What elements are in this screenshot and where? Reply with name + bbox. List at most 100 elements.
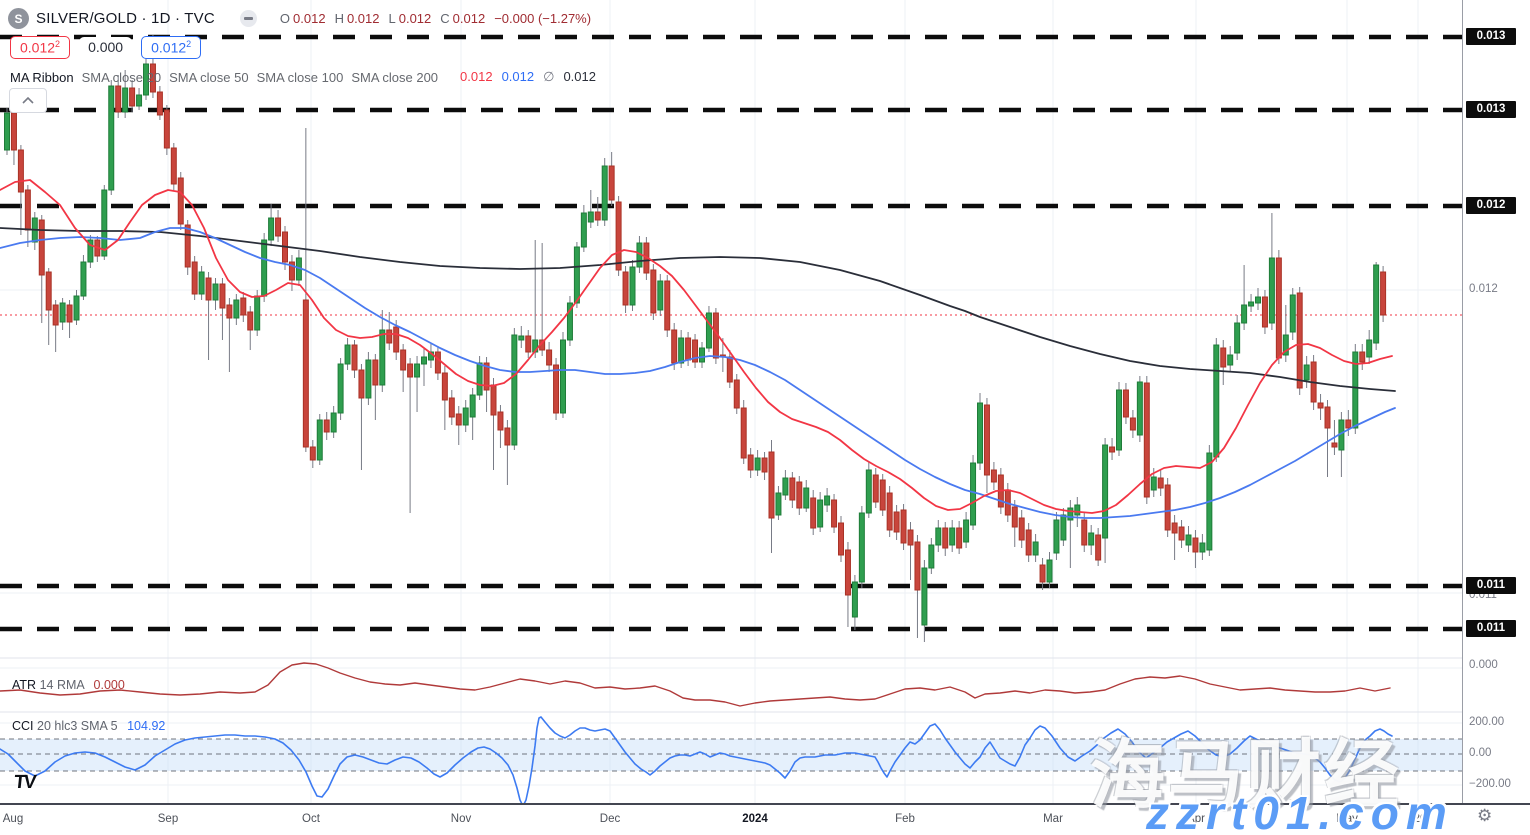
candle — [198, 271, 205, 295]
candle — [566, 302, 573, 341]
candle — [733, 379, 740, 409]
candle — [831, 499, 838, 528]
candle — [754, 457, 761, 471]
price-level-label: 0.011 — [1466, 620, 1516, 637]
symbol-title[interactable]: SILVER/GOLD · 1D · TVC — [36, 10, 215, 27]
price-axis-label: 0.000 — [1469, 659, 1498, 671]
tradingview-logo[interactable]: TV — [12, 772, 36, 793]
candlestick-series[interactable] — [4, 35, 1387, 642]
cci-legend[interactable]: CCI 20 hlc3 SMA 5 104.92 — [12, 719, 165, 733]
gear-icon[interactable]: ⚙ — [1477, 806, 1493, 825]
candle — [622, 271, 629, 306]
candle — [73, 295, 80, 321]
ohlc-value: 0.012 — [452, 11, 486, 26]
candle — [441, 372, 448, 401]
ohlc-label: O — [279, 11, 291, 26]
candle — [254, 295, 261, 331]
ma-ribbon-legend[interactable]: MA Ribbon SMA close 20 SMA close 50 SMA cl… — [10, 69, 605, 85]
candle — [1143, 382, 1150, 498]
candle — [1171, 522, 1178, 534]
candle — [476, 362, 483, 396]
cci-title: CCI — [12, 719, 34, 733]
hide-indicator-icon[interactable] — [239, 10, 257, 27]
candle — [170, 147, 177, 185]
candle — [865, 469, 872, 514]
candle — [511, 334, 518, 446]
candle — [4, 112, 10, 151]
candle — [1185, 534, 1192, 546]
candle — [302, 299, 309, 448]
candle — [275, 217, 282, 237]
candle — [17, 149, 24, 193]
candle — [914, 541, 921, 591]
candle — [414, 363, 421, 378]
candle — [928, 544, 935, 569]
candle — [768, 451, 775, 519]
symbol-logo-icon[interactable]: S — [8, 8, 29, 29]
candle — [316, 419, 323, 461]
candle — [685, 337, 692, 361]
candle — [379, 329, 386, 386]
time-axis[interactable]: Aug Sep Oct Nov Dec 2024 Feb Mar Apr May 20 — [0, 803, 1530, 835]
candle — [1116, 389, 1122, 451]
ohlc-label: H — [334, 11, 344, 26]
candle — [115, 85, 122, 113]
candle — [560, 339, 566, 414]
candle — [1366, 339, 1373, 358]
candle — [156, 91, 163, 116]
atr-legend[interactable]: ATR 14 RMA 0.000 — [12, 678, 125, 692]
candle — [1095, 534, 1102, 561]
candle — [344, 344, 351, 365]
candle — [38, 219, 45, 276]
candle — [10, 112, 17, 151]
candle — [573, 246, 580, 304]
sma20-line — [0, 179, 1393, 514]
candle — [1268, 257, 1275, 324]
candle — [1067, 507, 1074, 521]
chevron-up-icon — [22, 97, 34, 104]
candle — [309, 446, 316, 461]
ohlc-value: 0.012 — [293, 11, 326, 26]
candle — [740, 407, 747, 459]
candle — [553, 364, 560, 414]
candle — [1380, 271, 1387, 316]
candle — [1352, 351, 1359, 429]
candle — [789, 477, 796, 501]
price-level-label: 0.011 — [1466, 577, 1516, 594]
time-axis-label: Oct — [302, 813, 320, 825]
candle — [1296, 292, 1303, 389]
atr-title: ATR — [12, 678, 37, 692]
candle — [580, 212, 587, 248]
ma-value: 0.012 — [460, 69, 493, 84]
price-box: 0.0122 — [10, 36, 71, 59]
candle — [886, 492, 893, 531]
candle — [455, 413, 462, 426]
candle — [782, 477, 789, 496]
candle — [149, 63, 156, 93]
collapse-panel-button[interactable] — [9, 88, 47, 113]
candle — [1136, 381, 1143, 436]
candle — [935, 527, 942, 546]
candle — [990, 469, 997, 483]
time-axis-label: Aug — [2, 813, 24, 825]
time-axis-label: Sep — [157, 813, 179, 825]
price-level-label: 0.013 — [1466, 28, 1516, 45]
candle — [163, 109, 170, 149]
candle — [824, 495, 831, 506]
chart-canvas[interactable] — [0, 0, 1462, 803]
candle — [66, 304, 73, 323]
atr-params: 14 RMA — [39, 678, 85, 692]
candle — [59, 302, 66, 323]
candle — [525, 335, 532, 353]
candle — [184, 224, 191, 268]
price-axis[interactable]: 0.012 0.011 0.000 200.00 0.00 −200.00 0.013 0.0… — [1462, 0, 1530, 803]
time-axis-label: Mar — [1043, 813, 1063, 825]
cci-params: 20 hlc3 SMA 5 — [37, 719, 118, 733]
ohlc-label: C — [440, 11, 450, 26]
candle — [434, 351, 441, 374]
candle — [52, 304, 59, 326]
candle — [122, 87, 129, 113]
candle — [879, 479, 886, 511]
candle — [844, 549, 851, 596]
candle — [469, 394, 476, 418]
